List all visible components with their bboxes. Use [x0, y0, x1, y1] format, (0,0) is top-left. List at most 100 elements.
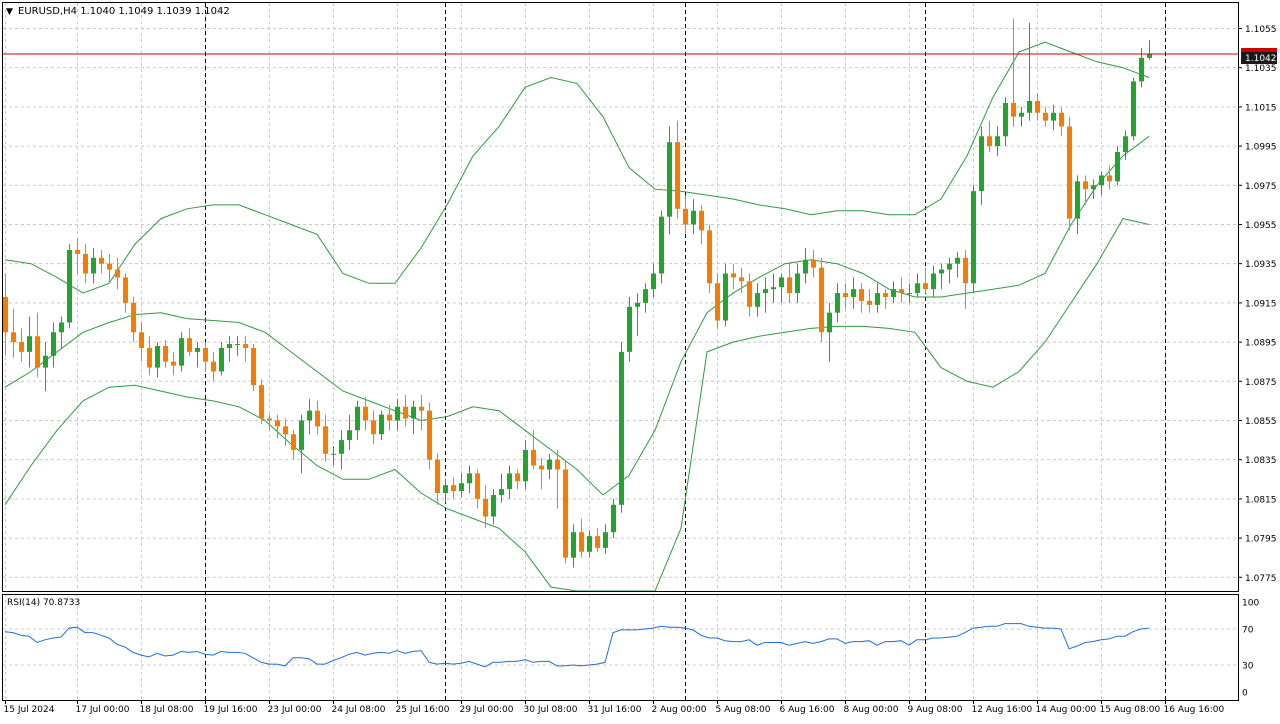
- candle-40: [323, 414, 328, 462]
- candle-body: [683, 208, 688, 225]
- candle-body: [139, 332, 144, 348]
- candle-81: [651, 263, 656, 297]
- candle-body: [27, 336, 32, 352]
- rsi-level-label-2: 30: [1242, 662, 1254, 672]
- candle-body: [547, 459, 552, 470]
- candle-body: [1027, 101, 1032, 113]
- candle-42: [339, 430, 344, 470]
- candle-body: [851, 289, 856, 297]
- candle-body: [123, 277, 128, 303]
- candle-120: [963, 249, 968, 309]
- candle-74: [595, 528, 600, 552]
- x-tick-label-8: 30 Jul 08:00: [524, 705, 578, 715]
- candle-106: [851, 277, 856, 309]
- chart-menu-icon[interactable]: ▼: [6, 7, 13, 17]
- candle-63: [507, 465, 512, 499]
- candle-body: [739, 277, 744, 282]
- candle-body: [1099, 175, 1104, 186]
- candle-12: [99, 249, 104, 274]
- rsi-indicator: [3, 623, 1238, 668]
- x-tick-label-12: 6 Aug 16:00: [780, 705, 835, 715]
- candle-body: [387, 414, 392, 421]
- candle-body: [435, 459, 440, 493]
- candle-body: [1035, 101, 1040, 113]
- candle-130: [1043, 106, 1048, 127]
- candle-body: [915, 283, 920, 294]
- candle-body: [923, 283, 928, 290]
- candle-body: [771, 287, 776, 290]
- candle-104: [835, 283, 840, 323]
- candle-body: [795, 273, 800, 294]
- rsi-line: [4, 623, 1150, 668]
- candle-body: [523, 449, 528, 482]
- candle-body: [219, 347, 224, 372]
- candle-body: [619, 351, 624, 505]
- candle-body: [371, 420, 376, 435]
- candle-121: [971, 185, 976, 294]
- time-axis[interactable]: 15 Jul 2024 17 Jul 00:00 18 Jul 08:00 19 Ju…: [4, 700, 1225, 715]
- candle-body: [227, 344, 232, 348]
- candle-body: [59, 322, 64, 333]
- rsi-level-label-1: 70: [1242, 626, 1254, 636]
- candle-body: [1011, 102, 1016, 117]
- candle-body: [315, 410, 320, 427]
- candle-34: [275, 414, 280, 439]
- candle-76: [611, 498, 616, 539]
- candle-body: [1003, 102, 1008, 137]
- candle-body: [211, 361, 216, 372]
- y-tick-label-7: 1.0915: [1245, 299, 1277, 309]
- candle-87: [699, 204, 704, 245]
- candle-body: [515, 473, 520, 482]
- candle-2: [19, 328, 24, 362]
- candle-19: [155, 342, 160, 378]
- candle-body: [531, 449, 536, 466]
- candle-135: [1083, 175, 1088, 205]
- candle-118: [947, 257, 952, 284]
- candle-body: [595, 536, 600, 548]
- bollinger-upper-band: [4, 41, 1150, 294]
- candle-body: [803, 259, 808, 274]
- candle-body: [763, 289, 768, 294]
- candle-91: [731, 263, 736, 290]
- candle-35: [283, 418, 288, 446]
- candle-128: [1027, 22, 1032, 121]
- candle-102: [819, 257, 824, 343]
- candle-132: [1059, 106, 1064, 137]
- candle-body: [171, 361, 176, 366]
- candle-body: [99, 257, 104, 264]
- candle-body: [947, 263, 952, 270]
- candle-body: [1139, 57, 1144, 82]
- candle-body: [291, 434, 296, 450]
- candle-body: [611, 504, 616, 533]
- candle-143: [1147, 40, 1152, 60]
- candle-body: [571, 532, 576, 558]
- candle-body: [507, 473, 512, 490]
- candle-44: [355, 400, 360, 441]
- candle-98: [787, 263, 792, 303]
- candle-43: [347, 414, 352, 450]
- candle-97: [779, 273, 784, 303]
- candle-body: [539, 465, 544, 470]
- candle-23: [187, 328, 192, 356]
- candlestick-series: [3, 18, 1152, 568]
- candle-50: [403, 395, 408, 427]
- candle-83: [667, 126, 672, 235]
- candle-18: [147, 336, 152, 376]
- candle-body: [339, 440, 344, 454]
- price-axis[interactable]: 1.1055 1.1035 1.1015 1.0995 1.0975 1.0955 1.09…: [1238, 25, 1277, 584]
- y-tick-label-12: 1.0815: [1245, 495, 1277, 505]
- candle-body: [699, 210, 704, 231]
- candle-125: [1003, 97, 1008, 147]
- candle-body: [275, 420, 280, 427]
- candle-82: [659, 210, 664, 284]
- candle-body: [35, 336, 40, 368]
- candle-body: [115, 269, 120, 278]
- candle-124: [995, 126, 1000, 156]
- candle-68: [547, 453, 552, 480]
- price-tag-box: [1241, 52, 1277, 64]
- candle-body: [899, 289, 904, 294]
- candle-107: [859, 283, 864, 313]
- candle-69: [555, 449, 560, 509]
